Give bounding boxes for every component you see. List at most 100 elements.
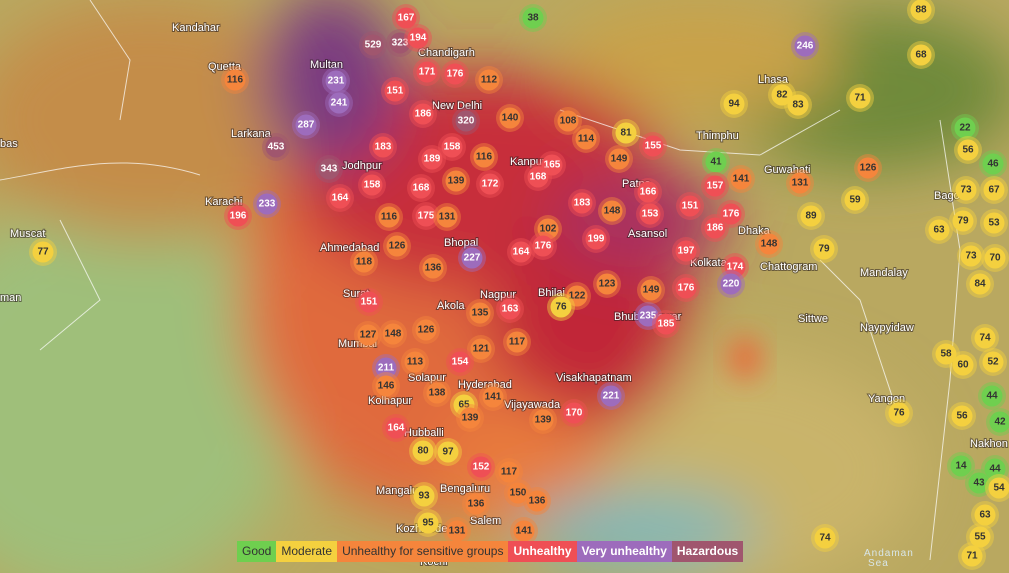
aqi-marker[interactable]: 123	[593, 270, 621, 298]
aqi-marker[interactable]: 117	[503, 328, 531, 356]
aqi-marker[interactable]: 343	[315, 155, 343, 183]
aqi-marker[interactable]: 155	[639, 132, 667, 160]
aqi-marker[interactable]: 170	[560, 399, 588, 427]
aqi-marker[interactable]: 140	[496, 104, 524, 132]
aqi-marker[interactable]: 43	[965, 469, 993, 497]
aqi-marker[interactable]: 227	[458, 244, 486, 272]
aqi-marker[interactable]: 84	[966, 270, 994, 298]
aqi-marker[interactable]: 199	[582, 225, 610, 253]
aqi-marker[interactable]: 231	[322, 67, 350, 95]
aqi-marker[interactable]: 149	[605, 145, 633, 173]
aqi-marker[interactable]: 141	[479, 383, 507, 411]
aqi-marker[interactable]: 167	[392, 4, 420, 32]
aqi-marker[interactable]: 14	[947, 452, 975, 480]
aqi-marker[interactable]: 70	[981, 244, 1009, 272]
aqi-marker[interactable]: 246	[791, 32, 819, 60]
aqi-marker[interactable]: 59	[841, 186, 869, 214]
aqi-marker[interactable]: 186	[409, 100, 437, 128]
aqi-marker[interactable]: 131	[443, 517, 471, 545]
aqi-marker[interactable]: 148	[379, 320, 407, 348]
aqi-marker[interactable]: 42	[986, 408, 1009, 436]
aqi-marker[interactable]: 135	[466, 299, 494, 327]
aqi-marker[interactable]: 83	[784, 91, 812, 119]
aqi-marker[interactable]: 152	[467, 453, 495, 481]
aqi-marker[interactable]: 176	[672, 274, 700, 302]
aqi-marker[interactable]: 136	[419, 254, 447, 282]
aqi-marker[interactable]: 323	[386, 29, 414, 57]
aqi-marker[interactable]: 116	[375, 203, 403, 231]
aqi-marker[interactable]: 150	[504, 479, 532, 507]
aqi-marker[interactable]: 141	[510, 517, 538, 545]
aqi-marker[interactable]: 185	[652, 310, 680, 338]
aqi-marker[interactable]: 93	[410, 482, 438, 510]
aqi-marker[interactable]: 74	[811, 524, 839, 552]
aqi-marker[interactable]: 320	[452, 107, 480, 135]
aqi-marker[interactable]: 197	[672, 237, 700, 265]
aqi-marker[interactable]: 151	[381, 77, 409, 105]
aqi-marker[interactable]: 113	[401, 348, 429, 376]
aqi-marker[interactable]: 287	[292, 111, 320, 139]
aqi-marker[interactable]: 112	[475, 66, 503, 94]
aqi-marker[interactable]: 196	[224, 202, 252, 230]
aqi-marker[interactable]: 139	[456, 404, 484, 432]
aqi-marker[interactable]: 164	[382, 414, 410, 442]
aqi-marker[interactable]: 127	[354, 321, 382, 349]
aqi-marker[interactable]: 77	[29, 238, 57, 266]
aqi-marker[interactable]: 175	[412, 202, 440, 230]
aqi-marker[interactable]: 153	[636, 200, 664, 228]
aqi-marker[interactable]: 158	[438, 133, 466, 161]
aqi-marker[interactable]: 136	[462, 490, 490, 518]
aqi-marker[interactable]: 44	[978, 382, 1006, 410]
aqi-marker[interactable]: 189	[418, 145, 446, 173]
aqi-marker[interactable]: 63	[925, 216, 953, 244]
aqi-marker[interactable]: 76	[547, 293, 575, 321]
aqi-marker[interactable]: 97	[434, 438, 462, 466]
aqi-marker[interactable]: 74	[971, 324, 999, 352]
aqi-marker[interactable]: 121	[467, 335, 495, 363]
aqi-marker[interactable]: 168	[524, 163, 552, 191]
aqi-marker[interactable]: 56	[954, 136, 982, 164]
aqi-marker[interactable]: 172	[476, 170, 504, 198]
aqi-marker[interactable]: 139	[442, 167, 470, 195]
aqi-marker[interactable]: 138	[423, 379, 451, 407]
aqi-marker[interactable]: 151	[676, 192, 704, 220]
aqi-marker[interactable]: 183	[568, 189, 596, 217]
aqi-marker[interactable]: 148	[755, 230, 783, 258]
aqi-marker[interactable]: 176	[441, 60, 469, 88]
aqi-marker[interactable]: 108	[554, 107, 582, 135]
aqi-marker[interactable]: 95	[414, 509, 442, 537]
aqi-marker[interactable]: 151	[355, 288, 383, 316]
aqi-marker[interactable]: 235	[634, 302, 662, 330]
aqi-marker[interactable]: 52	[979, 348, 1007, 376]
aqi-marker[interactable]: 71	[958, 542, 986, 570]
aqi-marker[interactable]: 163	[496, 295, 524, 323]
aqi-marker[interactable]: 131	[786, 169, 814, 197]
aqi-marker[interactable]: 117	[495, 458, 523, 486]
aqi-marker[interactable]: 81	[612, 119, 640, 147]
aqi-marker[interactable]: 164	[507, 238, 535, 266]
aqi-marker[interactable]: 54	[985, 474, 1009, 502]
aqi-marker[interactable]: 114	[572, 125, 600, 153]
aqi-marker[interactable]: 126	[854, 154, 882, 182]
aqi-marker[interactable]: 58	[932, 340, 960, 368]
aqi-marker[interactable]: 53	[980, 209, 1008, 237]
aqi-marker[interactable]: 166	[634, 178, 662, 206]
aqi-marker[interactable]: 154	[446, 348, 474, 376]
aqi-marker[interactable]: 141	[727, 165, 755, 193]
aqi-marker[interactable]: 56	[948, 402, 976, 430]
aqi-marker[interactable]: 22	[951, 114, 979, 142]
aqi-marker[interactable]: 176	[717, 200, 745, 228]
aqi-marker[interactable]: 79	[949, 207, 977, 235]
aqi-marker[interactable]: 183	[369, 133, 397, 161]
aqi-marker[interactable]: 146	[372, 372, 400, 400]
aqi-marker[interactable]: 529	[359, 31, 387, 59]
aqi-marker[interactable]: 38	[519, 4, 547, 32]
aqi-marker[interactable]: 80	[409, 437, 437, 465]
aqi-marker[interactable]: 158	[358, 171, 386, 199]
aqi-marker[interactable]: 168	[407, 174, 435, 202]
aqi-marker[interactable]: 116	[470, 143, 498, 171]
aqi-marker[interactable]: 186	[701, 214, 729, 242]
aqi-marker[interactable]: 164	[326, 184, 354, 212]
aqi-marker[interactable]: 149	[637, 276, 665, 304]
aqi-marker[interactable]: 126	[383, 232, 411, 260]
